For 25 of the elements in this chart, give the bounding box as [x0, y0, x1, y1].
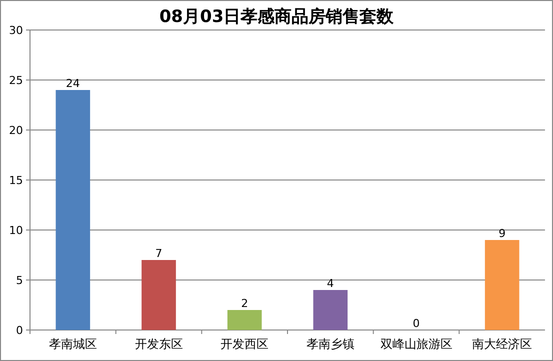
y-tick-label: 30	[9, 24, 23, 37]
data-label: 24	[66, 77, 80, 90]
x-tick-label: 南大经济区	[472, 337, 532, 351]
x-tick-label: 开发东区	[134, 337, 183, 351]
y-tick-label: 20	[9, 124, 23, 137]
y-tick-label: 0	[16, 324, 23, 337]
y-tick-label: 5	[16, 274, 23, 287]
data-label: 9	[498, 227, 506, 240]
bar	[313, 290, 348, 330]
data-label: 4	[326, 277, 334, 290]
data-label: 2	[241, 297, 248, 310]
bar	[227, 310, 262, 330]
x-tick-label: 孝南城区	[48, 337, 97, 351]
data-label: 7	[155, 247, 162, 260]
bar	[484, 240, 520, 330]
y-tick-label: 25	[9, 74, 23, 87]
x-tick-label: 孝南乡镇	[306, 337, 354, 351]
y-tick-label: 15	[9, 174, 23, 187]
x-tick-label: 开发西区	[220, 337, 269, 351]
chart-title: 08月03日孝感商品房销售套数	[159, 7, 395, 27]
bar	[142, 260, 176, 330]
y-tick-label: 10	[9, 224, 23, 237]
bar	[56, 90, 90, 330]
data-label: 0	[412, 317, 420, 330]
x-tick-label: 双峰山旅游区	[380, 337, 452, 351]
